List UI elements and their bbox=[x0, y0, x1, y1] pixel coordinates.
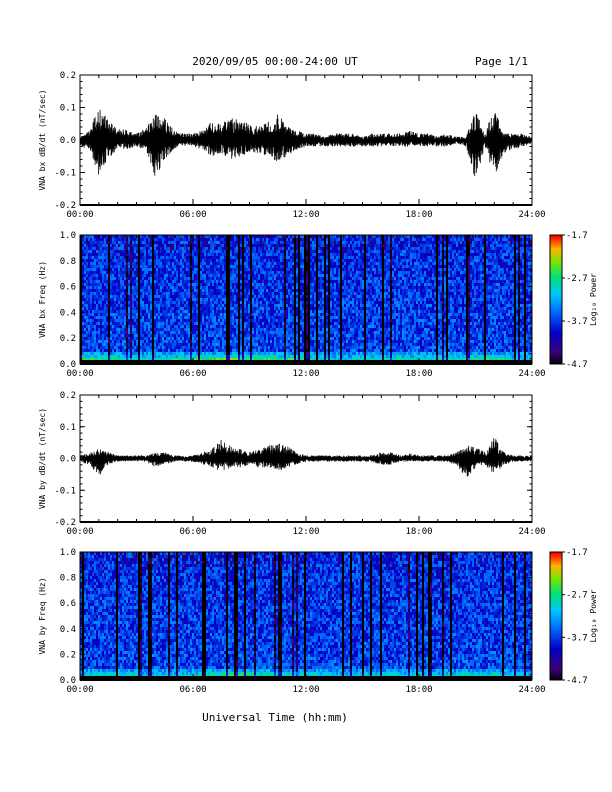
spectrogram bbox=[80, 235, 532, 364]
x-tick-label: 06:00 bbox=[179, 210, 206, 220]
y-axis-label: VNA bx Freq (Hz) bbox=[38, 261, 47, 338]
x-tick-label: 06:00 bbox=[179, 685, 206, 695]
signal-trace bbox=[80, 438, 532, 476]
panel-1: -0.2-0.10.00.10.200:00 06:00 12:00 18:00 24:… bbox=[38, 71, 546, 220]
y-tick-label: 0.4 bbox=[60, 308, 76, 318]
spectrogram bbox=[80, 552, 532, 681]
x-tick-label: 24:00 bbox=[518, 685, 545, 695]
y-tick-label: 0.1 bbox=[60, 423, 76, 433]
figure-title: 2020/09/05 00:00-24:00 UT bbox=[192, 55, 358, 68]
x-tick-label: 12:00 bbox=[292, 685, 319, 695]
x-tick-label: 00:00 bbox=[66, 210, 93, 220]
x-tick-label: 18:00 bbox=[405, 527, 432, 537]
x-tick-label: 00:00 bbox=[66, 685, 93, 695]
y-tick-label: 0.2 bbox=[60, 650, 76, 660]
y-tick-label: 0.1 bbox=[60, 104, 76, 114]
y-axis-label: VNA by Freq (Hz) bbox=[38, 577, 47, 654]
y-tick-label: 0.6 bbox=[60, 599, 76, 609]
y-tick-label: 0.2 bbox=[60, 71, 76, 81]
x-tick-label: 12:00 bbox=[292, 527, 319, 537]
y-tick-label: 0.0 bbox=[60, 136, 76, 146]
colorbar-tick-label: -2.7 bbox=[566, 591, 588, 601]
y-tick-label: -0.1 bbox=[54, 486, 76, 496]
colorbar: -1.7 -2.7 -3.7 -4.7 Log₁₀ Power bbox=[550, 231, 598, 370]
y-tick-label: 0.2 bbox=[60, 334, 76, 344]
colorbar-label: Log₁₀ Power bbox=[589, 273, 598, 326]
y-tick-label: 0.2 bbox=[60, 391, 76, 401]
colorbar-tick-label: -1.7 bbox=[566, 231, 588, 241]
y-tick-label: 0.6 bbox=[60, 283, 76, 293]
x-tick-label: 00:00 bbox=[66, 527, 93, 537]
y-tick-label: 0.0 bbox=[60, 455, 76, 465]
x-tick-label: 06:00 bbox=[179, 369, 206, 379]
x-tick-label: 06:00 bbox=[179, 527, 206, 537]
colorbar: -1.7 -2.7 -3.7 -4.7 Log₁₀ Power bbox=[550, 548, 598, 686]
signal-trace bbox=[80, 110, 532, 176]
x-tick-label: 00:00 bbox=[66, 369, 93, 379]
x-tick-label: 12:00 bbox=[292, 210, 319, 220]
colorbar-label: Log₁₀ Power bbox=[589, 589, 598, 642]
y-tick-label: 1.0 bbox=[60, 231, 76, 241]
y-tick-label: 1.0 bbox=[60, 548, 76, 558]
page-indicator: Page 1/1 bbox=[475, 55, 528, 68]
x-tick-label: 18:00 bbox=[405, 210, 432, 220]
colorbar-tick-label: -3.7 bbox=[566, 633, 588, 643]
x-tick-label: 18:00 bbox=[405, 369, 432, 379]
x-tick-label: 24:00 bbox=[518, 527, 545, 537]
y-tick-label: 0.4 bbox=[60, 625, 76, 635]
x-tick-label: 24:00 bbox=[518, 210, 545, 220]
colorbar-tick-label: -2.7 bbox=[566, 274, 588, 284]
y-axis-label: VNA bx dB/dt (nT/sec) bbox=[38, 89, 47, 190]
y-tick-label: -0.1 bbox=[54, 169, 76, 179]
colorbar-tick-label: -3.7 bbox=[566, 317, 588, 327]
x-tick-label: 24:00 bbox=[518, 369, 545, 379]
x-tick-label: 18:00 bbox=[405, 685, 432, 695]
x-axis-label: Universal Time (hh:mm) bbox=[202, 711, 348, 724]
x-tick-label: 12:00 bbox=[292, 369, 319, 379]
y-tick-label: 0.8 bbox=[60, 574, 76, 584]
y-tick-label: 0.8 bbox=[60, 257, 76, 267]
colorbar-tick-label: -4.7 bbox=[566, 676, 588, 686]
colorbar-tick-label: -1.7 bbox=[566, 548, 588, 558]
panels: -0.2-0.10.00.10.200:00 06:00 12:00 18:00 24:… bbox=[38, 71, 598, 695]
y-axis-label: VNA by dB/dt (nT/sec) bbox=[38, 408, 47, 509]
panel-3: -0.2-0.10.00.10.200:00 06:00 12:00 18:00 24:… bbox=[38, 391, 546, 537]
colorbar-tick-label: -4.7 bbox=[566, 360, 588, 370]
